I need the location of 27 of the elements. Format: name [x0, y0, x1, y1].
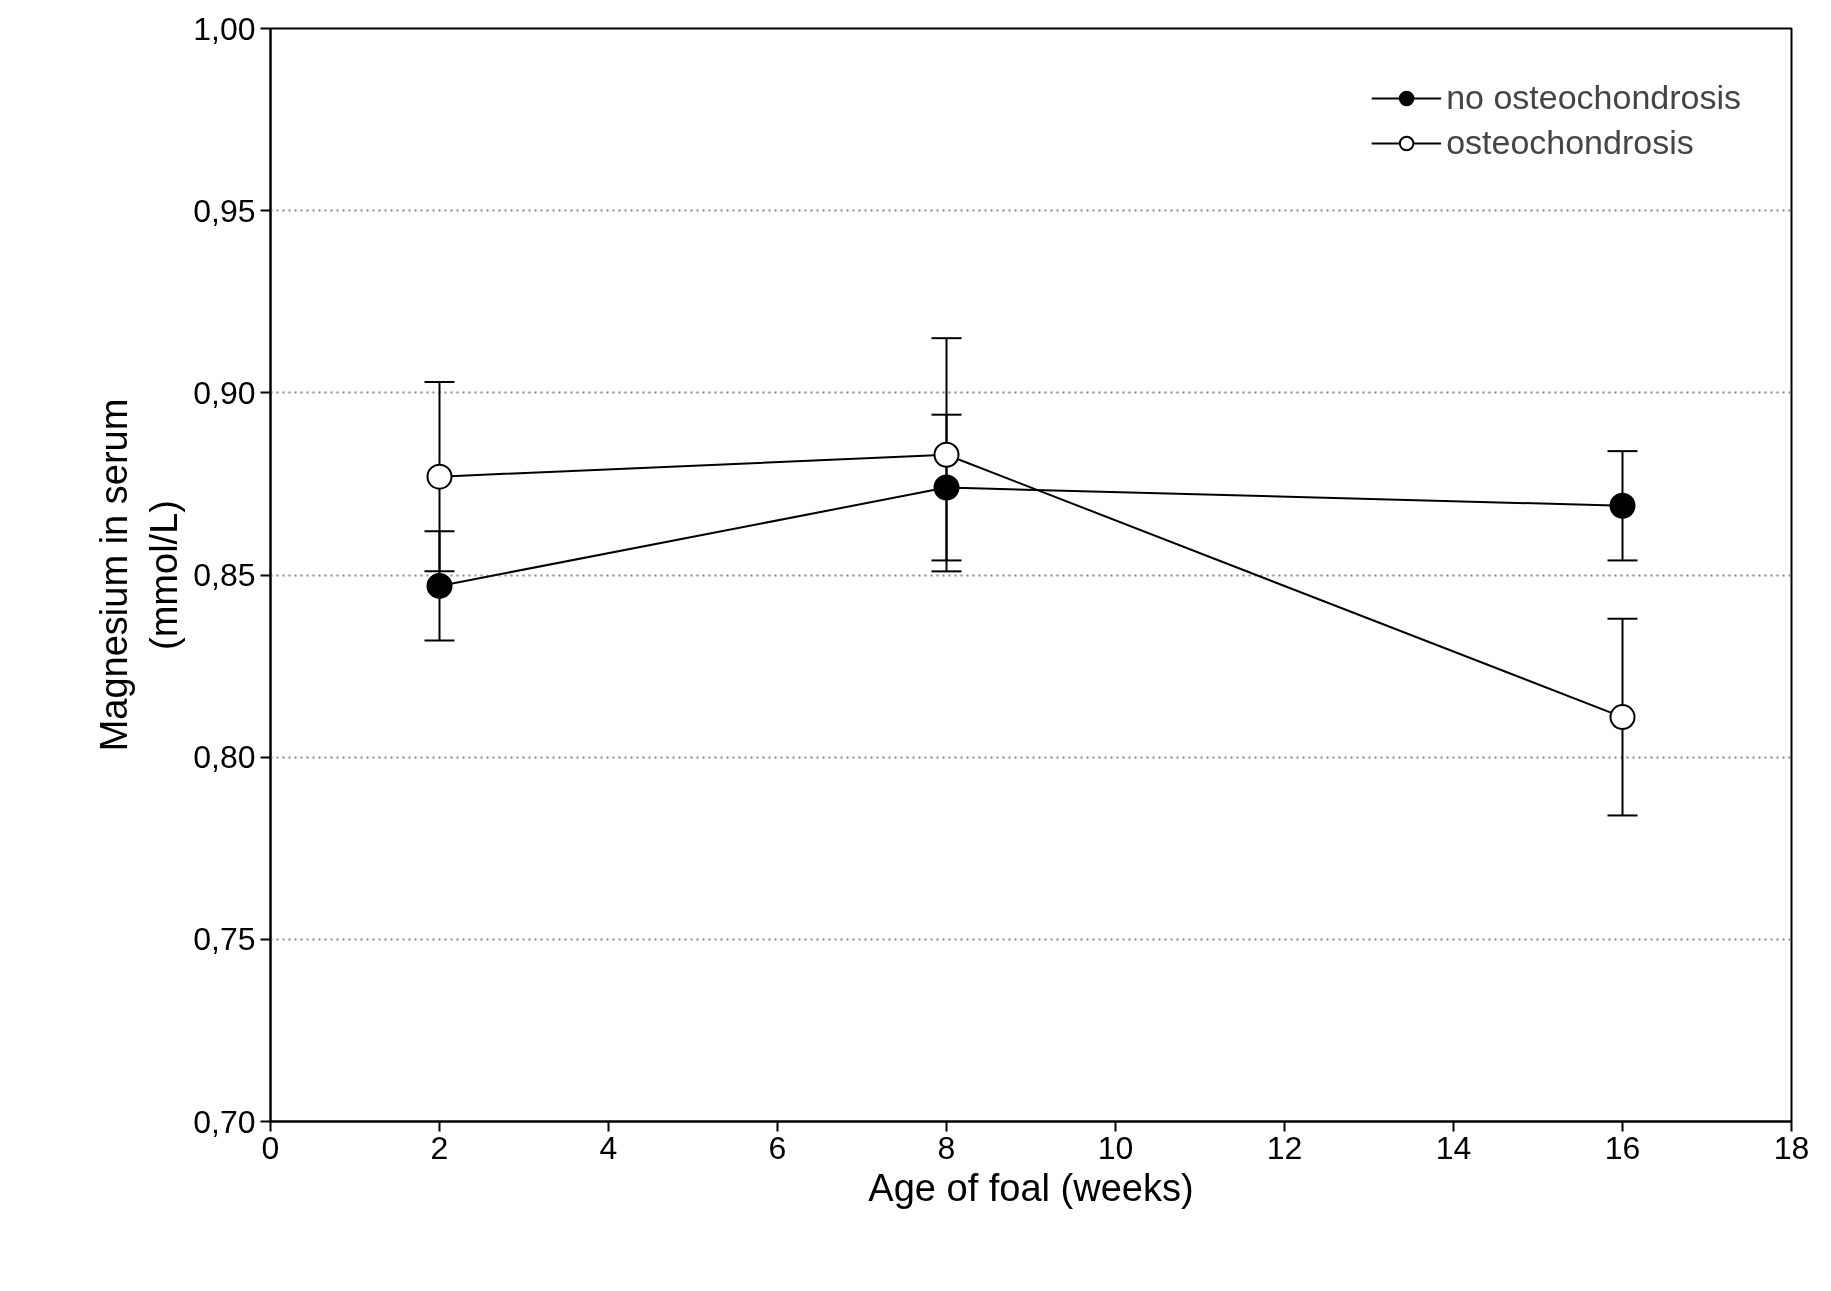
point — [933, 441, 960, 468]
legend-label: osteochondrosis — [1446, 123, 1694, 162]
x-tick-label: 16 — [1604, 1129, 1641, 1166]
x-tick-label: 10 — [1097, 1129, 1134, 1166]
x-tick-label: 0 — [261, 1129, 280, 1166]
y-tick-label: 0,95 — [193, 192, 256, 229]
x-tick-label: 18 — [1773, 1129, 1810, 1166]
x-tick-label: 14 — [1435, 1129, 1472, 1166]
y-tick-label: 0,85 — [193, 557, 256, 593]
x-tick-label: 4 — [599, 1129, 618, 1166]
y-tick-label: 0,75 — [193, 921, 256, 958]
point — [1609, 492, 1636, 519]
x-axis-title: Age of foal (weeks) — [868, 1166, 1194, 1209]
x-tick-label: 2 — [430, 1129, 449, 1166]
point — [1609, 704, 1636, 731]
x-tick-label: 8 — [937, 1129, 956, 1166]
x-tick-label: 6 — [768, 1129, 787, 1166]
y-axis-title: Magnesium in serum (mmol/L) — [92, 398, 186, 752]
legend-label: no osteochondrosis — [1446, 78, 1741, 117]
x-tick-label: 12 — [1266, 1129, 1303, 1166]
y-tick-label: 0,90 — [193, 374, 256, 411]
y-tick-label: 1,00 — [193, 10, 256, 47]
point — [933, 474, 960, 501]
point — [426, 572, 453, 599]
point — [426, 463, 453, 490]
y-tick-label: 0,80 — [193, 739, 256, 776]
y-tick-label: 0,70 — [193, 1103, 256, 1140]
